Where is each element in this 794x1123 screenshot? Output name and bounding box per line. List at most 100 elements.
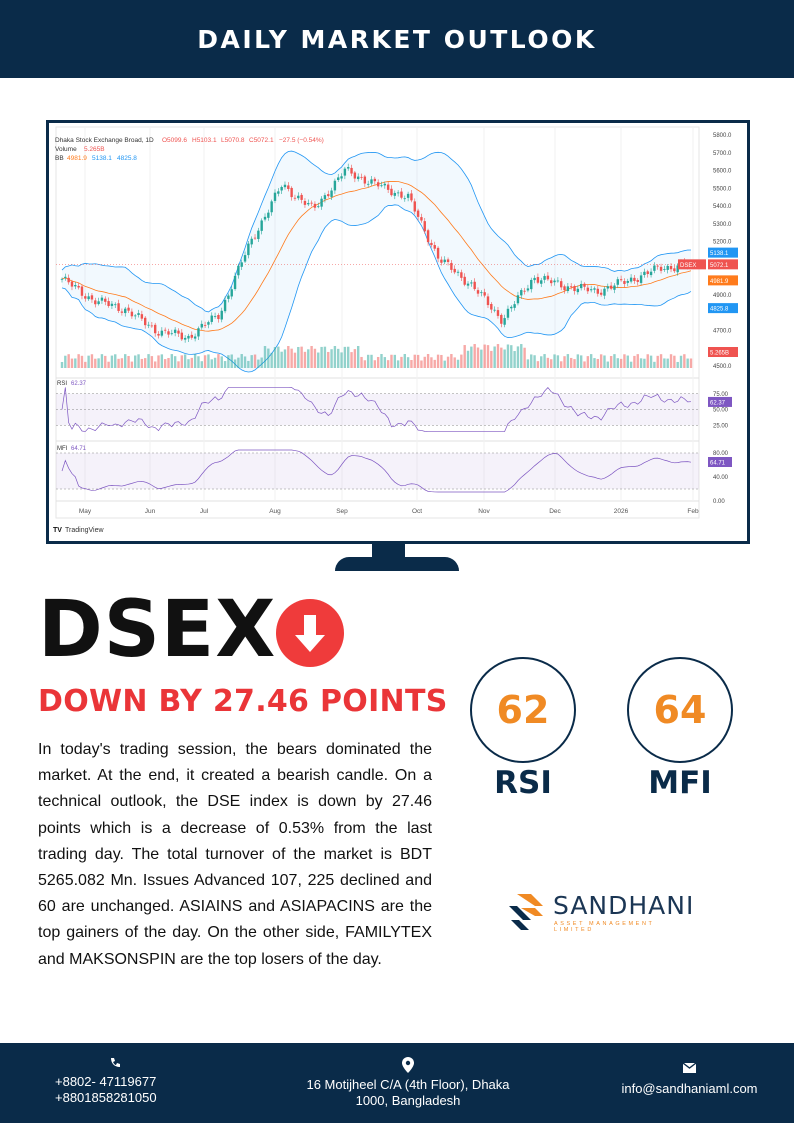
volume-tag: 5.265B [710, 351, 729, 357]
volume-bar [356, 346, 360, 368]
candle-body [150, 325, 154, 327]
volume-bar [160, 354, 164, 368]
candle-body [114, 304, 117, 306]
candle-body [420, 217, 423, 221]
candle-body [180, 332, 184, 340]
candle-body [573, 286, 576, 292]
candle-body [476, 290, 480, 294]
candle-body [94, 300, 97, 305]
candle-body [643, 271, 646, 276]
volume-bar [140, 358, 144, 368]
rsi-number: 62 [496, 688, 550, 732]
candle-body [230, 289, 233, 297]
volume-bar [190, 357, 193, 368]
candle-body [207, 322, 210, 325]
candle-body [257, 230, 260, 239]
volume-bar [200, 361, 203, 368]
candle-body [350, 167, 353, 174]
volume-bar [426, 354, 430, 368]
phone-number-1[interactable]: +8802- 47119677 [55, 1074, 157, 1089]
volume-bar [117, 358, 120, 368]
volume-bar [603, 355, 606, 368]
volume-bar [70, 358, 74, 368]
candle-body [646, 271, 649, 275]
volume-bar [120, 358, 124, 368]
volume-bar [609, 356, 613, 368]
candle-body [396, 192, 400, 194]
volume-bar [406, 357, 410, 368]
volume-bar [436, 354, 440, 368]
mail-icon [683, 1063, 696, 1073]
candle-body [293, 197, 297, 199]
candle-body [500, 314, 503, 324]
volume-bar [213, 357, 217, 368]
volume-bar [483, 344, 486, 368]
candle-body [593, 288, 596, 290]
candle-body [120, 311, 124, 313]
volume-bar [300, 346, 303, 368]
candle-body [177, 330, 180, 334]
candle-body [470, 282, 473, 284]
candle-body [556, 280, 560, 282]
x-tick-label: Feb [687, 508, 699, 515]
candle-body [134, 315, 137, 317]
candle-body [347, 167, 350, 169]
footer: +8802- 47119677 +8801858281050 16 Motijh… [0, 1043, 794, 1123]
volume-bar [60, 362, 64, 368]
candle-body [393, 192, 397, 196]
last-price-tag: 5072.1 [710, 263, 729, 269]
symbol-tag-bg [678, 259, 706, 270]
volume-bar [310, 346, 313, 368]
candle-body [220, 310, 223, 320]
phone-number-2[interactable]: +8801858281050 [55, 1090, 157, 1105]
volume-bar [90, 354, 94, 368]
candle-body [373, 178, 377, 182]
volume-bar [177, 361, 180, 368]
volume-bar [243, 356, 247, 368]
bb-upper-value: 5138.1 [92, 155, 112, 162]
candle-body [70, 281, 74, 287]
volume-bar [396, 360, 400, 368]
candle-body [307, 203, 310, 205]
candle-body [520, 290, 523, 296]
candle-body [446, 259, 450, 262]
candle-body [147, 324, 150, 326]
volume-bar [540, 356, 543, 368]
candle-body [163, 329, 167, 331]
volume-bar [613, 354, 616, 368]
candle-body [639, 275, 643, 283]
header-banner: DAILY MARKET OUTLOOK [0, 0, 794, 78]
candle-body [317, 206, 320, 208]
candle-body [157, 333, 160, 336]
bb-lower-tag: 4825.8 [710, 307, 729, 313]
sandhani-logo: SANDHANI ASSET MANAGEMENT LIMITED [505, 888, 695, 934]
volume-bar [450, 354, 453, 368]
volume-bar [649, 355, 653, 368]
candle-body [97, 301, 100, 305]
volume-bar [416, 354, 420, 368]
candle-body [297, 195, 300, 199]
candle-body [563, 286, 566, 291]
email-link[interactable]: info@sandhaniaml.com [621, 1081, 758, 1096]
volume-bar [476, 347, 480, 368]
footer-email: info@sandhaniaml.com [612, 1063, 767, 1097]
page-title: DAILY MARKET OUTLOOK [197, 24, 597, 54]
legend-change: −27.5 (−0.54%) [279, 137, 324, 144]
candle-body [403, 198, 406, 200]
volume-bar [170, 354, 174, 368]
mfi-tick-label: 80.00 [713, 451, 729, 457]
x-tick-label: Jun [145, 508, 156, 515]
volume-bar [203, 355, 207, 368]
volume-bar [64, 355, 67, 368]
volume-bar [380, 354, 383, 368]
bb-lower-tag-bg [708, 303, 738, 314]
volume-bar [220, 356, 223, 368]
footer-address: 16 Motijheel C/A (4th Floor), Dhaka 1000… [283, 1057, 533, 1109]
candle-body [423, 221, 426, 232]
volume-bar [510, 345, 513, 368]
candle-body [453, 268, 456, 273]
footer-phone: +8802- 47119677 +8801858281050 [55, 1057, 175, 1106]
candle-body [144, 317, 147, 326]
candle-body [253, 237, 257, 239]
volume-bar [526, 359, 530, 368]
